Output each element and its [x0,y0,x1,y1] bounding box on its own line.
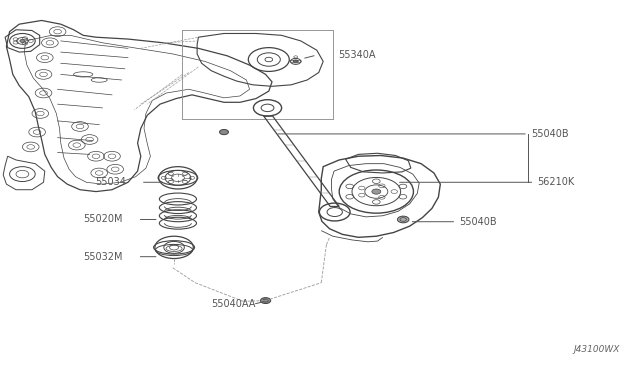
Text: 55040B: 55040B [460,217,497,227]
Text: 55040B: 55040B [531,129,569,139]
Circle shape [260,298,271,304]
Circle shape [293,60,298,63]
Text: 55020M: 55020M [83,215,123,224]
Text: 55040AA: 55040AA [211,299,255,309]
Circle shape [220,129,228,135]
Text: 55034: 55034 [95,177,125,187]
Text: J43100WX: J43100WX [573,345,620,354]
Text: 55032M: 55032M [83,252,123,262]
Text: 55340A: 55340A [338,50,376,60]
Circle shape [372,189,381,194]
Circle shape [397,216,409,223]
Text: 56210K: 56210K [538,177,575,187]
Circle shape [20,39,25,42]
